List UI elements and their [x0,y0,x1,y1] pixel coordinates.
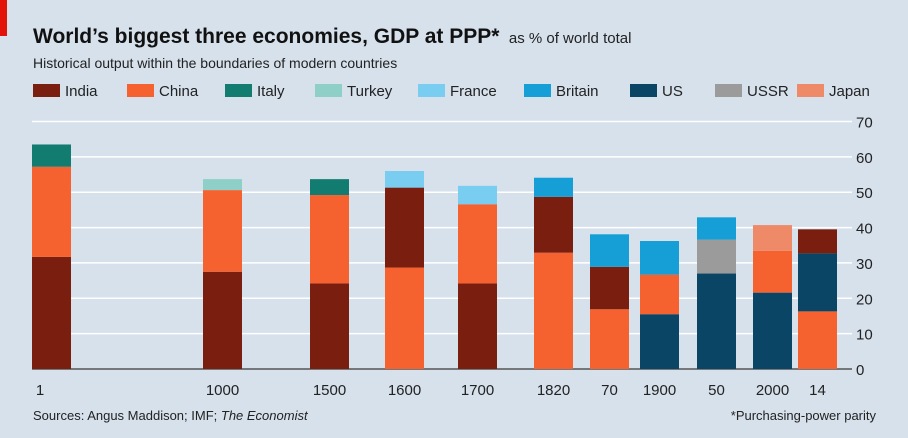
unit-text: as % of world total [509,30,632,47]
y-tick-label: 50 [856,185,873,202]
bar-1820-china [534,252,573,369]
bar-1000-china [203,190,242,272]
bar-1700-france [458,185,497,205]
x-tick-label: 1900 [643,382,676,399]
bar-1600-france [385,171,424,188]
bar-1700-china [458,204,497,284]
bar-2000-japan [753,225,792,251]
footnote: *Purchasing-power parity [731,408,877,423]
bar-1-italy [32,144,71,167]
title-text: World’s biggest three economies, GDP at … [33,25,500,48]
sources: Sources: Angus Maddison; IMF; The Econom… [33,408,309,423]
bar-70-china [590,309,629,369]
legend-swatch-france [418,84,445,97]
x-axis-ticks: 1 1000 1500 1600 1700 1820 70 1900 50 2000 14 [36,382,826,399]
legend-label-france: France [450,83,497,100]
bar-1-china [32,166,71,257]
chart-title: World’s biggest three economies, GDP at … [33,25,631,48]
bar-1820-britain [534,177,573,197]
legend-swatch-italy [225,84,252,97]
bar-14-us [798,253,837,312]
x-tick-label: 1700 [461,382,494,399]
sources-text: Sources: Angus Maddison; IMF; [33,408,221,423]
y-tick-label: 0 [856,362,864,379]
bar-50-us [697,273,736,369]
bar-1900-china [640,274,679,315]
gridlines: 0 10 20 30 40 50 60 70 [32,115,873,379]
x-tick-label: 1500 [313,382,346,399]
legend-label-india: India [65,83,98,100]
bar-1600-china [385,267,424,369]
legend-label-britain: Britain [556,83,599,100]
bar-1500-india [310,283,349,369]
y-tick-label: 10 [856,327,873,344]
bar-50-ussr [697,239,736,274]
bar-1500-italy [310,179,349,196]
bar-1900-us [640,314,679,369]
legend: India China Italy Turkey France Britain US USSR… [33,83,870,100]
legend-swatch-turkey [315,84,342,97]
y-tick-label: 70 [856,115,873,132]
sources-italic: The Economist [221,408,309,423]
bar-1900-britain [640,241,679,275]
x-tick-label: 50 [708,382,725,399]
legend-label-us: US [662,83,683,100]
x-tick-label: 1 [36,382,44,399]
x-tick-label: 1600 [388,382,421,399]
legend-label-ussr: USSR [747,83,789,100]
bar-50-britain [697,217,736,240]
bar-14-india [798,229,837,254]
bar-2000-us [753,292,792,369]
chart-subtitle: Historical output within the boundaries … [33,55,397,71]
bars [32,144,837,369]
y-tick-label: 20 [856,291,873,308]
legend-swatch-britain [524,84,551,97]
bar-1700-india [458,283,497,369]
bar-2000-china [753,250,792,293]
bar-70-india [590,266,629,310]
x-tick-label: 14 [809,382,826,399]
bar-1000-turkey [203,179,242,191]
bar-1820-india [534,196,573,253]
y-tick-label: 60 [856,150,873,167]
legend-swatch-china [127,84,154,97]
x-tick-label: 1820 [537,382,570,399]
accent-tag [0,0,7,36]
legend-swatch-japan [797,84,824,97]
x-tick-label: 2000 [756,382,789,399]
legend-label-turkey: Turkey [347,83,393,100]
bar-1600-india [385,187,424,268]
legend-swatch-india [33,84,60,97]
legend-label-china: China [159,83,199,100]
bar-1500-china [310,195,349,284]
legend-swatch-ussr [715,84,742,97]
bar-1000-india [203,271,242,369]
x-tick-label: 70 [601,382,618,399]
legend-label-italy: Italy [257,83,285,100]
bar-70-britain [590,234,629,267]
y-tick-label: 30 [856,256,873,273]
legend-swatch-us [630,84,657,97]
legend-label-japan: Japan [829,83,870,100]
x-tick-label: 1000 [206,382,239,399]
bar-1-india [32,256,71,369]
y-tick-label: 40 [856,221,873,238]
bar-14-china [798,311,837,369]
